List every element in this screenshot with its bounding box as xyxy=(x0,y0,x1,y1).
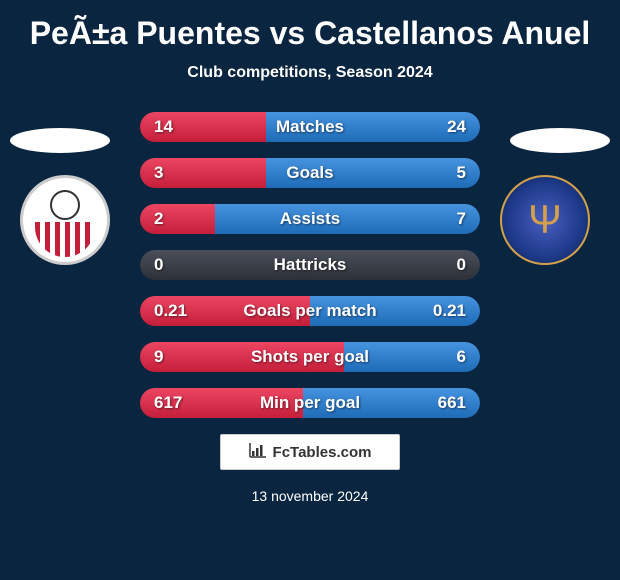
footer-brand-text: FcTables.com xyxy=(273,444,372,461)
footer-brand-logo[interactable]: FcTables.com xyxy=(220,434,400,470)
stat-value-right: 661 xyxy=(438,393,466,413)
stat-label: Goals per match xyxy=(243,301,376,321)
stat-row: 9 6 Shots per goal xyxy=(140,342,480,372)
stat-label: Matches xyxy=(276,117,344,137)
stat-row: 0 0 Hattricks xyxy=(140,250,480,280)
trident-icon: Ψ xyxy=(528,198,561,243)
stat-value-left: 2 xyxy=(154,209,163,229)
stat-label: Hattricks xyxy=(274,255,347,275)
stat-value-left: 14 xyxy=(154,117,173,137)
right-team-crest: Ψ xyxy=(500,175,600,265)
stat-label: Goals xyxy=(286,163,333,183)
stat-value-right: 0.21 xyxy=(433,301,466,321)
stats-area: 14 24 Matches 3 5 Goals 2 7 Assists 0 0 Hattricks 0.… xyxy=(140,112,480,418)
footer-date: 13 november 2024 xyxy=(10,488,610,504)
left-ellipse-decoration xyxy=(10,128,110,153)
left-team-crest xyxy=(20,175,120,265)
stat-row: 3 5 Goals xyxy=(140,158,480,188)
page-title: PeÃ±a Puentes vs Castellanos Anuel xyxy=(10,15,610,52)
stat-value-right: 0 xyxy=(457,255,466,275)
stat-value-left: 0 xyxy=(154,255,163,275)
stat-value-right: 6 xyxy=(457,347,466,367)
subtitle: Club competitions, Season 2024 xyxy=(10,64,610,82)
right-ellipse-decoration xyxy=(510,128,610,153)
stat-label: Min per goal xyxy=(260,393,360,413)
stat-value-left: 617 xyxy=(154,393,182,413)
crest-ball-icon xyxy=(50,190,80,220)
stat-label: Shots per goal xyxy=(251,347,369,367)
chart-icon xyxy=(249,442,267,463)
crest-stripes xyxy=(35,222,95,257)
infographic-container: PeÃ±a Puentes vs Castellanos Anuel Club … xyxy=(0,0,620,514)
bar-right xyxy=(215,204,480,234)
stat-row: 14 24 Matches xyxy=(140,112,480,142)
stat-value-right: 24 xyxy=(447,117,466,137)
stat-value-right: 5 xyxy=(457,163,466,183)
stat-value-left: 3 xyxy=(154,163,163,183)
stat-value-left: 9 xyxy=(154,347,163,367)
stat-row: 2 7 Assists xyxy=(140,204,480,234)
stat-label: Assists xyxy=(280,209,340,229)
stat-row: 617 661 Min per goal xyxy=(140,388,480,418)
stat-row: 0.21 0.21 Goals per match xyxy=(140,296,480,326)
bar-left xyxy=(140,204,215,234)
stat-value-left: 0.21 xyxy=(154,301,187,321)
stat-value-right: 7 xyxy=(457,209,466,229)
